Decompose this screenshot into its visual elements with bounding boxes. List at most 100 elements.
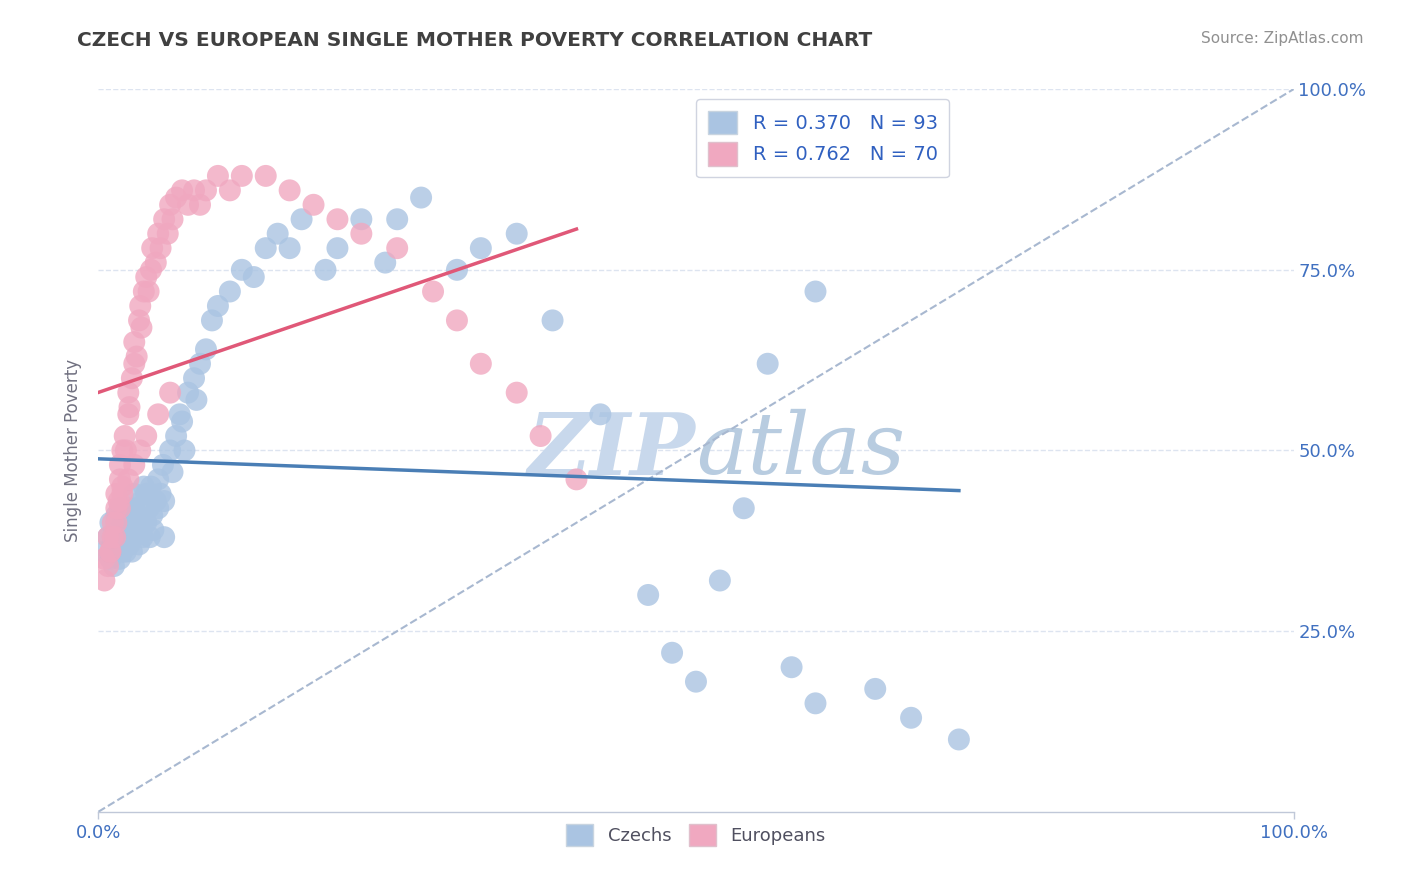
Point xyxy=(302,198,325,212)
Point xyxy=(446,262,468,277)
Point xyxy=(207,299,229,313)
Point xyxy=(135,270,157,285)
Point xyxy=(128,313,150,327)
Point xyxy=(804,696,827,710)
Point xyxy=(125,523,148,537)
Point xyxy=(177,385,200,400)
Point xyxy=(267,227,290,241)
Point xyxy=(115,516,138,530)
Point xyxy=(145,494,167,508)
Point xyxy=(135,516,157,530)
Point xyxy=(149,487,172,501)
Point xyxy=(107,523,129,537)
Point xyxy=(188,357,211,371)
Point xyxy=(108,501,131,516)
Point xyxy=(131,494,153,508)
Point xyxy=(589,407,612,421)
Point xyxy=(117,530,139,544)
Point xyxy=(148,407,170,421)
Point xyxy=(139,262,162,277)
Point xyxy=(108,472,131,486)
Point xyxy=(111,487,134,501)
Point xyxy=(165,191,187,205)
Point xyxy=(105,530,128,544)
Point xyxy=(733,501,755,516)
Point xyxy=(506,385,529,400)
Point xyxy=(97,530,120,544)
Point xyxy=(135,487,157,501)
Point xyxy=(541,313,564,327)
Point xyxy=(565,472,588,486)
Point xyxy=(138,501,160,516)
Point xyxy=(118,537,141,551)
Text: ZIP: ZIP xyxy=(529,409,696,492)
Point xyxy=(148,501,170,516)
Point xyxy=(148,472,170,486)
Point xyxy=(129,299,152,313)
Point xyxy=(101,516,124,530)
Point xyxy=(254,169,277,183)
Point xyxy=(156,227,179,241)
Point xyxy=(132,285,155,299)
Point xyxy=(169,407,191,421)
Point xyxy=(124,334,146,349)
Point xyxy=(195,183,218,197)
Point xyxy=(142,523,165,537)
Point xyxy=(135,429,157,443)
Point xyxy=(101,537,124,551)
Point xyxy=(530,429,553,443)
Point xyxy=(114,523,136,537)
Point xyxy=(93,574,115,588)
Point xyxy=(118,400,141,414)
Point xyxy=(326,241,349,255)
Point xyxy=(131,320,153,334)
Point xyxy=(278,183,301,197)
Point xyxy=(804,285,827,299)
Point xyxy=(97,530,120,544)
Point xyxy=(115,544,138,558)
Point xyxy=(141,241,163,255)
Point xyxy=(145,255,167,269)
Point xyxy=(108,537,131,551)
Point xyxy=(111,516,134,530)
Point xyxy=(139,480,162,494)
Point xyxy=(129,516,152,530)
Point xyxy=(124,357,146,371)
Point xyxy=(385,241,409,255)
Point xyxy=(124,458,146,472)
Point xyxy=(411,191,433,205)
Point xyxy=(470,357,492,371)
Point xyxy=(149,241,172,255)
Text: CZECH VS EUROPEAN SINGLE MOTHER POVERTY CORRELATION CHART: CZECH VS EUROPEAN SINGLE MOTHER POVERTY … xyxy=(77,31,873,50)
Point xyxy=(422,285,444,299)
Point xyxy=(162,212,184,227)
Point xyxy=(900,711,922,725)
Point xyxy=(152,458,174,472)
Point xyxy=(98,544,122,558)
Point xyxy=(207,169,229,183)
Point xyxy=(121,544,143,558)
Point xyxy=(124,487,146,501)
Point xyxy=(186,392,208,407)
Point xyxy=(108,501,131,516)
Point xyxy=(105,487,128,501)
Point xyxy=(661,646,683,660)
Point xyxy=(291,212,314,227)
Point xyxy=(103,559,125,574)
Point xyxy=(162,465,184,479)
Point xyxy=(93,551,115,566)
Text: atlas: atlas xyxy=(696,409,905,491)
Point xyxy=(315,262,337,277)
Point xyxy=(709,574,731,588)
Point xyxy=(107,494,129,508)
Point xyxy=(117,501,139,516)
Point xyxy=(231,262,253,277)
Point xyxy=(254,241,277,255)
Point xyxy=(177,198,200,212)
Point xyxy=(470,241,492,255)
Point xyxy=(153,212,176,227)
Point xyxy=(120,523,142,537)
Point xyxy=(114,537,136,551)
Point xyxy=(105,516,128,530)
Point xyxy=(101,530,124,544)
